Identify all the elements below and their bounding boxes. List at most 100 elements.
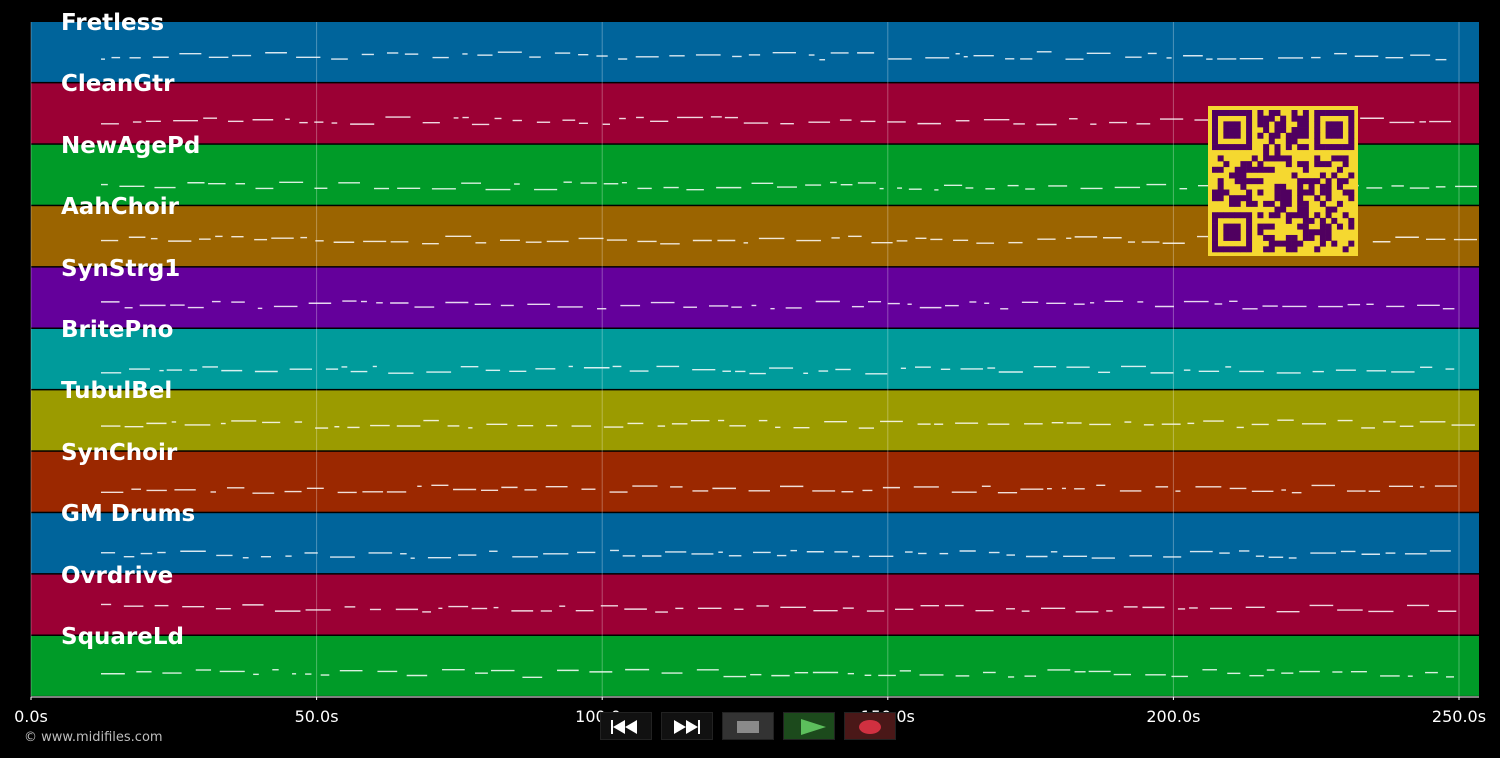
qr-module: [1223, 121, 1230, 128]
qr-module: [1319, 217, 1326, 224]
track-name-label: NewAgePd: [61, 132, 201, 159]
qr-module: [1302, 212, 1309, 219]
qr-module: [1331, 132, 1338, 139]
qr-module: [1280, 195, 1287, 202]
qr-module: [1336, 166, 1343, 173]
record-button[interactable]: [844, 712, 896, 740]
qr-module: [1263, 246, 1270, 253]
qr-module: [1212, 121, 1218, 128]
qr-module: [1314, 195, 1321, 202]
play-button[interactable]: [783, 712, 835, 740]
qr-module: [1325, 127, 1332, 134]
qr-module: [1302, 178, 1309, 185]
qr-module: [1246, 166, 1253, 173]
qr-module: [1302, 189, 1309, 196]
qr-module: [1325, 195, 1332, 202]
stop-button[interactable]: [722, 712, 774, 740]
qr-module: [1308, 217, 1315, 224]
qr-module: [1263, 127, 1270, 134]
qr-module: [1348, 115, 1355, 122]
qr-module: [1212, 110, 1218, 116]
qr-module: [1223, 110, 1230, 116]
qr-module: [1268, 246, 1275, 253]
qr-module: [1263, 234, 1270, 241]
qr-module: [1274, 127, 1281, 134]
time-tick-label: 250.0s: [1431, 707, 1487, 726]
qr-module: [1229, 132, 1236, 139]
note-pattern: [101, 549, 1451, 559]
qr-module: [1212, 132, 1218, 139]
qr-module: [1280, 115, 1287, 122]
rewind-button[interactable]: [600, 712, 652, 740]
qr-module: [1257, 189, 1264, 196]
qr-code: [1208, 106, 1358, 256]
lane-background: [31, 513, 1479, 574]
qr-module: [1319, 234, 1326, 241]
qr-module: [1234, 178, 1241, 185]
qr-module: [1251, 200, 1258, 207]
qr-module: [1234, 234, 1241, 241]
qr-module: [1263, 200, 1270, 207]
qr-module: [1240, 183, 1247, 190]
qr-module: [1325, 229, 1332, 236]
qr-module: [1212, 115, 1218, 122]
qr-module: [1297, 223, 1304, 230]
qr-module: [1212, 144, 1218, 151]
qr-module: [1229, 234, 1236, 241]
qr-module: [1314, 212, 1321, 219]
qr-module: [1246, 200, 1253, 207]
qr-module: [1234, 229, 1241, 236]
track-name-label: Ovrdrive: [61, 562, 174, 589]
note-pattern: [101, 419, 1475, 429]
qr-module: [1257, 110, 1264, 116]
qr-module: [1297, 161, 1304, 168]
qr-module: [1212, 127, 1218, 134]
qr-module: [1257, 166, 1264, 173]
qr-module: [1285, 132, 1292, 139]
qr-module: [1234, 144, 1241, 151]
qr-module: [1274, 206, 1281, 213]
qr-module: [1274, 121, 1281, 128]
qr-module: [1251, 178, 1258, 185]
track-lane: [31, 329, 1479, 389]
qr-module: [1325, 183, 1332, 190]
fast-forward-icon: [674, 720, 700, 734]
qr-module: [1229, 229, 1236, 236]
qr-module: [1212, 234, 1218, 241]
qr-module: [1325, 178, 1332, 185]
qr-module: [1285, 189, 1292, 196]
qr-module: [1325, 212, 1332, 219]
qr-module: [1302, 121, 1309, 128]
qr-module: [1212, 217, 1218, 224]
qr-module: [1257, 161, 1264, 168]
qr-module: [1325, 161, 1332, 168]
qr-module: [1336, 144, 1343, 151]
qr-module: [1285, 246, 1292, 253]
qr-module: [1314, 132, 1321, 139]
qr-module: [1229, 246, 1236, 253]
qr-module: [1280, 183, 1287, 190]
lane-background: [31, 451, 1479, 512]
qr-module: [1268, 200, 1275, 207]
qr-module: [1342, 189, 1349, 196]
fast-forward-button[interactable]: [661, 712, 713, 740]
qr-module: [1229, 212, 1236, 219]
qr-module: [1274, 212, 1281, 219]
qr-module: [1268, 234, 1275, 241]
track-lane: [31, 513, 1479, 574]
qr-module: [1223, 234, 1230, 241]
piano-roll: [30, 22, 1479, 700]
qr-module: [1302, 144, 1309, 151]
qr-module: [1229, 144, 1236, 151]
qr-module: [1319, 172, 1326, 179]
qr-module: [1348, 110, 1355, 116]
qr-module: [1314, 127, 1321, 134]
track-name-label: CleanGtr: [61, 71, 175, 98]
qr-module: [1263, 115, 1270, 122]
qr-module: [1308, 183, 1315, 190]
qr-module: [1268, 212, 1275, 219]
qr-module: [1246, 121, 1253, 128]
qr-module: [1217, 155, 1224, 162]
qr-module: [1297, 132, 1304, 139]
qr-module: [1297, 178, 1304, 185]
